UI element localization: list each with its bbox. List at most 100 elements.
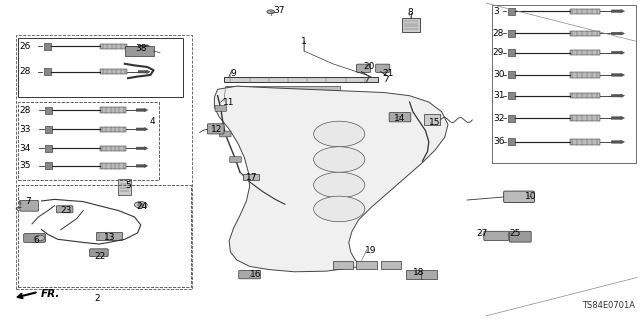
FancyBboxPatch shape	[484, 231, 509, 241]
FancyArrow shape	[611, 32, 625, 35]
FancyBboxPatch shape	[207, 124, 224, 134]
Text: 19: 19	[365, 246, 376, 255]
Text: 28: 28	[19, 106, 31, 115]
Bar	[44, 43, 51, 50]
FancyArrow shape	[611, 73, 625, 77]
Bar	[18, 38, 183, 97]
Bar	[570, 9, 600, 14]
FancyArrow shape	[136, 147, 148, 150]
Text: 10: 10	[525, 192, 536, 201]
FancyBboxPatch shape	[356, 64, 371, 72]
FancyBboxPatch shape	[376, 64, 390, 72]
Text: 30: 30	[493, 70, 504, 79]
Text: TS84E0701A: TS84E0701A	[582, 301, 635, 310]
FancyArrow shape	[136, 164, 148, 168]
Text: 9: 9	[230, 69, 236, 78]
Bar	[243, 174, 259, 180]
Text: 2: 2	[95, 294, 100, 303]
Text: 17: 17	[246, 173, 258, 182]
Text: 28: 28	[20, 67, 31, 76]
FancyBboxPatch shape	[56, 206, 73, 213]
FancyBboxPatch shape	[220, 131, 231, 137]
Text: 24: 24	[136, 202, 148, 211]
Circle shape	[134, 202, 147, 208]
Text: 26: 26	[20, 42, 31, 51]
Bar	[18, 102, 159, 180]
Text: 3: 3	[493, 7, 499, 16]
Bar	[406, 270, 422, 279]
Text: 33: 33	[19, 125, 31, 134]
Bar	[100, 108, 126, 113]
FancyBboxPatch shape	[90, 249, 108, 256]
FancyBboxPatch shape	[389, 113, 411, 122]
Bar	[225, 86, 340, 90]
Bar	[421, 270, 437, 279]
Text: 38: 38	[136, 44, 147, 53]
Text: 15: 15	[429, 118, 440, 127]
Circle shape	[267, 10, 275, 14]
Text: 31: 31	[493, 91, 504, 100]
Text: 20: 20	[364, 63, 375, 71]
Text: 37: 37	[273, 6, 285, 15]
Bar	[508, 92, 515, 99]
Bar	[100, 69, 127, 74]
FancyBboxPatch shape	[24, 234, 45, 242]
FancyArrow shape	[611, 51, 625, 54]
Bar	[508, 138, 515, 145]
Text: 35: 35	[19, 161, 31, 170]
Bar	[508, 115, 515, 122]
FancyArrow shape	[138, 45, 150, 48]
Bar	[224, 77, 378, 82]
FancyArrow shape	[611, 94, 625, 98]
Text: 29: 29	[493, 48, 504, 57]
Circle shape	[138, 203, 144, 206]
Circle shape	[35, 235, 45, 241]
Bar	[125, 46, 154, 56]
FancyBboxPatch shape	[504, 191, 534, 203]
Text: 27: 27	[477, 229, 488, 238]
FancyBboxPatch shape	[215, 106, 227, 111]
Text: 8: 8	[407, 8, 413, 17]
Text: 7: 7	[26, 197, 31, 206]
Text: 21: 21	[383, 69, 394, 78]
Bar	[508, 71, 515, 78]
Text: 6: 6	[33, 236, 39, 245]
Circle shape	[314, 172, 365, 198]
Bar	[100, 44, 127, 49]
FancyBboxPatch shape	[230, 157, 241, 162]
Bar	[402, 18, 420, 32]
Text: 32: 32	[493, 114, 504, 122]
Circle shape	[314, 147, 365, 172]
Bar	[570, 139, 600, 145]
Bar	[100, 163, 126, 168]
FancyArrow shape	[136, 128, 148, 131]
Text: 16: 16	[250, 270, 261, 279]
Text: 28: 28	[493, 29, 504, 38]
Bar	[333, 261, 353, 269]
Bar	[570, 31, 600, 36]
FancyBboxPatch shape	[509, 231, 531, 242]
Bar	[18, 185, 191, 287]
Text: 11: 11	[223, 98, 234, 107]
Text: 23: 23	[61, 206, 72, 215]
FancyArrow shape	[138, 70, 150, 73]
Bar	[570, 50, 600, 55]
Text: 18: 18	[413, 268, 425, 277]
Bar	[492, 5, 636, 163]
Text: 36: 36	[493, 137, 504, 146]
Circle shape	[314, 196, 365, 222]
Text: 34: 34	[19, 144, 31, 153]
Bar	[570, 115, 600, 121]
FancyBboxPatch shape	[20, 200, 38, 211]
Bar	[45, 162, 52, 169]
Text: 12: 12	[211, 125, 223, 134]
Text: 5: 5	[125, 181, 131, 190]
Bar	[118, 179, 131, 195]
Text: 13: 13	[104, 233, 115, 242]
Circle shape	[314, 121, 365, 147]
Bar	[100, 146, 126, 151]
Bar	[45, 126, 52, 133]
Bar	[381, 261, 401, 269]
Bar	[16, 35, 192, 289]
Bar	[44, 68, 51, 75]
